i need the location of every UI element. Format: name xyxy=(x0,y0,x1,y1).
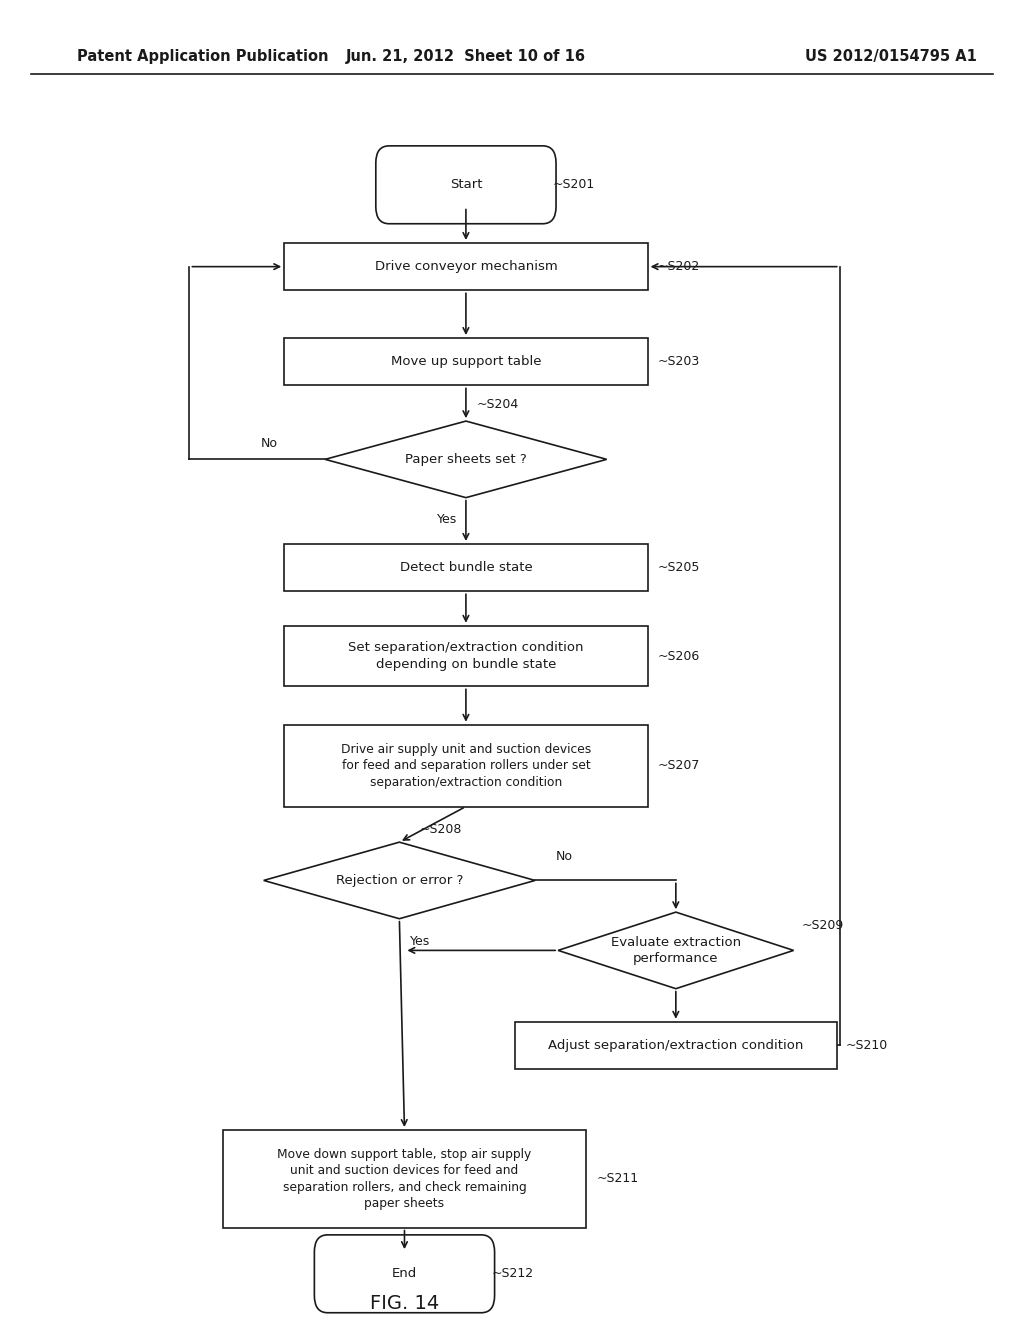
Text: Move down support table, stop air supply
unit and suction devices for feed and
s: Move down support table, stop air supply… xyxy=(278,1147,531,1210)
Bar xyxy=(285,243,648,290)
Text: FIG. 14: FIG. 14 xyxy=(370,1295,439,1313)
Bar xyxy=(223,1130,586,1228)
Text: Move up support table: Move up support table xyxy=(391,355,541,368)
Polygon shape xyxy=(264,842,535,919)
Text: No: No xyxy=(260,437,278,450)
Text: Rejection or error ?: Rejection or error ? xyxy=(336,874,463,887)
Text: ~S210: ~S210 xyxy=(846,1039,888,1052)
Text: Set separation/extraction condition
depending on bundle state: Set separation/extraction condition depe… xyxy=(348,642,584,671)
Text: ~S202: ~S202 xyxy=(658,260,700,273)
Text: ~S209: ~S209 xyxy=(802,919,844,932)
Bar xyxy=(285,544,648,591)
Text: ~S207: ~S207 xyxy=(658,759,700,772)
Text: ~S204: ~S204 xyxy=(476,397,518,411)
Text: Yes: Yes xyxy=(410,935,430,948)
Text: US 2012/0154795 A1: US 2012/0154795 A1 xyxy=(805,49,977,65)
Text: No: No xyxy=(555,850,572,863)
Text: ~S212: ~S212 xyxy=(492,1267,534,1280)
Text: ~S203: ~S203 xyxy=(658,355,700,368)
FancyBboxPatch shape xyxy=(376,147,556,223)
Text: ~S206: ~S206 xyxy=(658,649,700,663)
Bar xyxy=(285,626,648,686)
Polygon shape xyxy=(326,421,606,498)
Text: End: End xyxy=(392,1267,417,1280)
Text: ~S211: ~S211 xyxy=(596,1172,639,1185)
Bar xyxy=(515,1022,838,1069)
Text: Start: Start xyxy=(450,178,482,191)
FancyBboxPatch shape xyxy=(314,1236,495,1312)
Text: ~S201: ~S201 xyxy=(553,178,595,191)
Text: Drive air supply unit and suction devices
for feed and separation rollers under : Drive air supply unit and suction device… xyxy=(341,743,591,788)
Polygon shape xyxy=(558,912,794,989)
Text: Detect bundle state: Detect bundle state xyxy=(399,561,532,574)
Text: Paper sheets set ?: Paper sheets set ? xyxy=(406,453,526,466)
Bar xyxy=(285,725,648,807)
Text: Jun. 21, 2012  Sheet 10 of 16: Jun. 21, 2012 Sheet 10 of 16 xyxy=(346,49,586,65)
Text: Patent Application Publication: Patent Application Publication xyxy=(77,49,329,65)
Text: Drive conveyor mechanism: Drive conveyor mechanism xyxy=(375,260,557,273)
Text: Evaluate extraction
performance: Evaluate extraction performance xyxy=(610,936,741,965)
Text: Adjust separation/extraction condition: Adjust separation/extraction condition xyxy=(548,1039,804,1052)
Text: ~S205: ~S205 xyxy=(658,561,700,574)
Text: Yes: Yes xyxy=(437,513,458,527)
Text: ~S208: ~S208 xyxy=(420,822,462,836)
Bar xyxy=(285,338,648,385)
